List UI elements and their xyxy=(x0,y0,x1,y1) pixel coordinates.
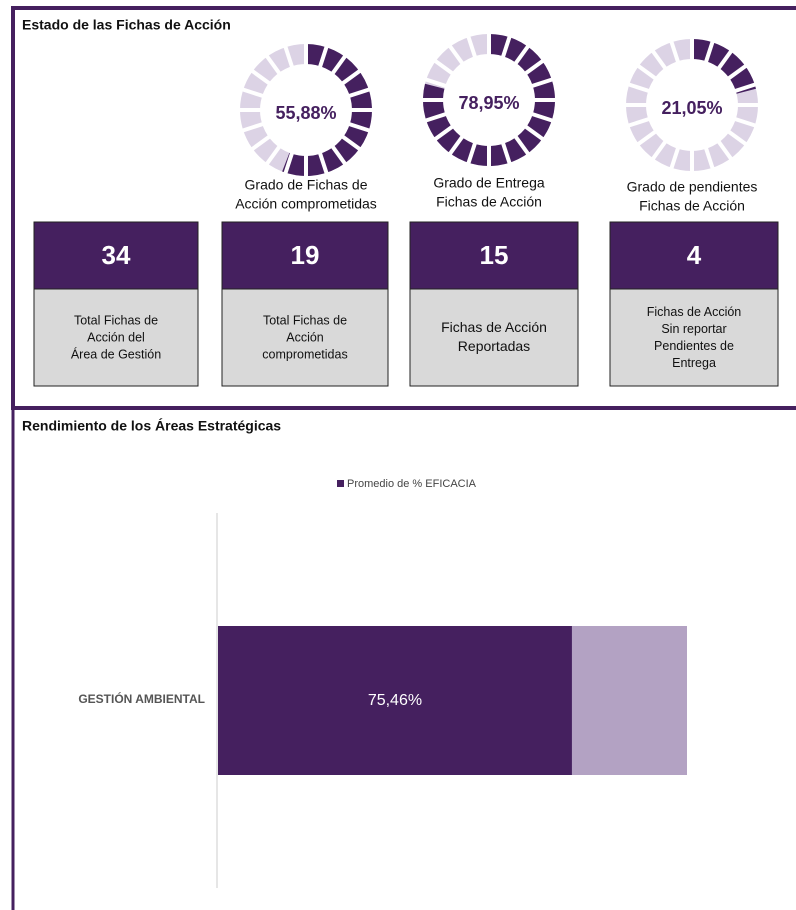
donut-gap xyxy=(669,146,681,171)
donut-value: 55,88% xyxy=(275,103,336,123)
donut-gap xyxy=(523,124,546,142)
donut-gap xyxy=(716,139,734,162)
donut-gap xyxy=(626,82,651,94)
donut-gap xyxy=(466,141,478,166)
card-label: Entrega xyxy=(672,356,716,370)
card-label: Total Fichas de xyxy=(74,313,158,327)
donut-gap xyxy=(330,53,348,76)
category-label: GESTIÓN AMBIENTAL xyxy=(78,691,205,706)
card-label: Sin reportar xyxy=(661,322,726,336)
donut-gap xyxy=(500,141,512,166)
donut-gap xyxy=(264,53,282,76)
donut-gap xyxy=(650,48,668,71)
donut-gap xyxy=(432,124,455,142)
donut-gap xyxy=(347,121,372,133)
donut-gap xyxy=(703,39,715,64)
card-label: Total Fichas de xyxy=(263,313,347,327)
donut-gap xyxy=(635,129,658,147)
donut-gap xyxy=(513,134,531,157)
section-title: Estado de las Fichas de Acción xyxy=(22,17,231,33)
donut-gap xyxy=(447,134,465,157)
donut-gap xyxy=(733,116,758,128)
donut-gap xyxy=(726,63,749,81)
card-value: 19 xyxy=(291,240,320,270)
donut-gap xyxy=(703,146,715,171)
card-label: Fichas de Acción xyxy=(441,319,547,335)
legend-swatch xyxy=(337,480,344,487)
donut-gap xyxy=(423,111,448,123)
donut-gap xyxy=(523,58,546,76)
donut-gap xyxy=(317,44,329,69)
card-value: 34 xyxy=(102,240,131,270)
donut-label: Fichas de Acción xyxy=(436,194,542,210)
donut-gap xyxy=(716,48,734,71)
card-label: Reportadas xyxy=(458,338,530,354)
card-bottom xyxy=(409,288,579,387)
card-label: Acción del xyxy=(87,330,145,344)
card-value: 4 xyxy=(687,240,702,270)
card-top xyxy=(221,221,389,290)
card-label: Fichas de Acción xyxy=(647,305,742,319)
bar-value-label: 75,46% xyxy=(368,692,422,709)
donut-gap xyxy=(726,129,749,147)
card-top xyxy=(609,221,779,290)
donut-value: 21,05% xyxy=(661,98,722,118)
donut-gap xyxy=(340,134,363,152)
donut-gap xyxy=(466,34,478,59)
card-bottom xyxy=(33,288,199,387)
donut-gap xyxy=(283,151,295,176)
donut-gap xyxy=(240,121,265,133)
donut-gap xyxy=(635,63,658,81)
section-title: Rendimiento de los Áreas Estratégicas xyxy=(22,418,281,434)
donut-gap xyxy=(264,144,282,167)
card-label: comprometidas xyxy=(262,347,347,361)
donut-gap xyxy=(530,111,555,123)
card-top xyxy=(33,221,199,290)
donut-gap xyxy=(283,44,295,69)
donut-label: Fichas de Acción xyxy=(639,198,745,214)
donut-value: 78,95% xyxy=(458,93,519,113)
donut-label: Grado de Entrega xyxy=(433,175,545,191)
donut-label: Grado de Fichas de xyxy=(245,177,368,193)
top-frame xyxy=(11,6,796,410)
bar xyxy=(218,626,572,775)
card-bottom xyxy=(609,288,779,387)
donut-gap xyxy=(733,82,758,94)
donut-gap xyxy=(650,139,668,162)
donut-gap xyxy=(249,134,272,152)
donut-gap xyxy=(347,87,372,99)
donut-label: Acción comprometidas xyxy=(235,196,377,212)
donut-gap xyxy=(340,68,363,86)
card-label: Área de Gestión xyxy=(71,346,161,361)
card-value: 15 xyxy=(480,240,509,270)
donut-gap xyxy=(513,43,531,66)
donut-gap xyxy=(240,87,265,99)
donut-gap xyxy=(530,77,555,89)
donut-gap xyxy=(626,116,651,128)
donut-gap xyxy=(432,58,455,76)
card-label: Pendientes de xyxy=(654,339,734,353)
donut-gap xyxy=(447,43,465,66)
card-bottom xyxy=(221,288,389,387)
donut-gap xyxy=(249,68,272,86)
donut-label: Grado de pendientes xyxy=(627,179,758,195)
donut-gap xyxy=(317,151,329,176)
card-label: Acción xyxy=(286,330,324,344)
donut-gap xyxy=(669,39,681,64)
legend-label: Promedio de % EFICACIA xyxy=(347,478,477,490)
card-top xyxy=(409,221,579,290)
donut-arc xyxy=(422,34,555,167)
donut-gap xyxy=(423,77,448,89)
donut-gap xyxy=(500,34,512,59)
donut-gap xyxy=(330,144,348,167)
